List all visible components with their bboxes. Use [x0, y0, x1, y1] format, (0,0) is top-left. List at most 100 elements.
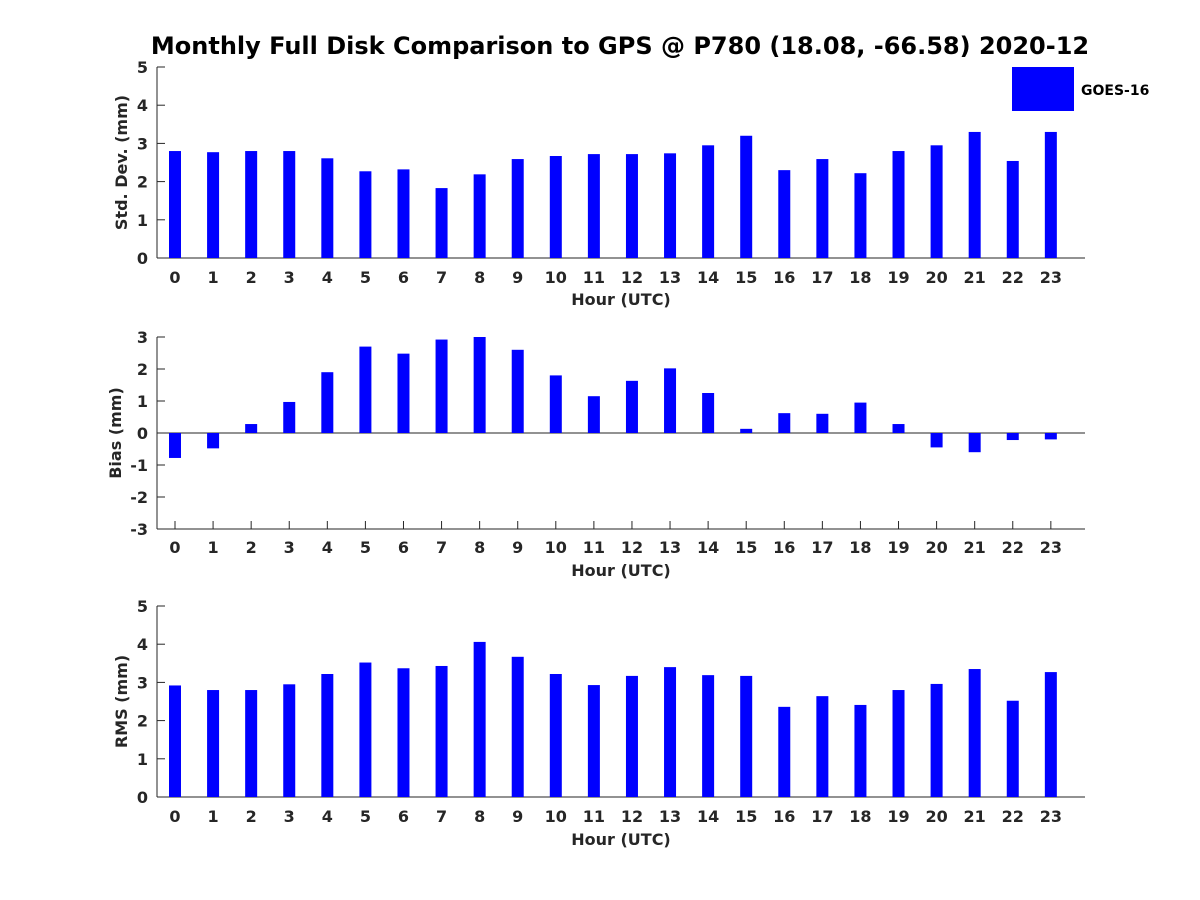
x-tick-label: 10: [545, 807, 567, 826]
bar-hour-11: [587, 154, 600, 258]
x-tick-label: 3: [284, 268, 295, 287]
x-tick-label: 14: [697, 268, 719, 287]
bar-hour-2: [245, 151, 258, 258]
x-tick-label: 20: [925, 268, 947, 287]
y-tick-label: 3: [137, 134, 148, 153]
x-tick-label: 8: [474, 807, 485, 826]
x-tick-label: 2: [246, 807, 257, 826]
x-tick-label: 1: [208, 807, 219, 826]
bar-hour-23: [1044, 131, 1057, 258]
y-tick-label: -2: [130, 488, 148, 507]
bar-hour-22: [1006, 700, 1019, 797]
y-tick-label: 4: [137, 96, 148, 115]
x-tick-label: 23: [1040, 538, 1062, 557]
x-tick-label: 17: [811, 538, 833, 557]
bar-hour-17: [816, 159, 829, 258]
y-tick-label: 5: [137, 597, 148, 616]
bar-hour-6: [397, 668, 410, 797]
bar-hour-21: [968, 131, 981, 258]
bar-hour-3: [283, 401, 296, 433]
y-axis-label: Std. Dev. (mm): [112, 95, 131, 230]
x-tick-label: 0: [169, 268, 180, 287]
x-tick-label: 12: [621, 807, 643, 826]
bar-hour-7: [435, 188, 448, 258]
y-tick-label: 5: [137, 58, 148, 77]
bar-hour-4: [321, 372, 334, 433]
bar-hour-5: [359, 346, 372, 433]
bar-hour-18: [854, 173, 867, 258]
x-tick-label: 1: [208, 538, 219, 557]
bar-hour-0: [169, 685, 181, 797]
x-tick-label: 4: [322, 268, 333, 287]
x-tick-label: 15: [735, 538, 757, 557]
legend-swatch-goes-16: [1012, 67, 1074, 111]
bar-hour-15: [740, 135, 753, 258]
y-tick-label: 2: [137, 712, 148, 731]
bar-hour-18: [854, 402, 867, 433]
x-tick-label: 20: [925, 538, 947, 557]
x-tick-label: 19: [887, 268, 909, 287]
x-tick-label: 20: [925, 807, 947, 826]
x-tick-label: 5: [360, 538, 371, 557]
y-axis-label: RMS (mm): [112, 655, 131, 748]
bar-hour-14: [702, 393, 715, 433]
x-tick-label: 3: [284, 538, 295, 557]
bar-hour-13: [664, 153, 677, 258]
bar-hour-17: [816, 696, 829, 797]
bar-hour-2: [245, 424, 258, 433]
y-tick-label: 1: [137, 750, 148, 769]
x-tick-label: 16: [773, 807, 795, 826]
bar-hour-1: [207, 152, 220, 258]
x-tick-label: 9: [512, 807, 523, 826]
bar-hour-19: [892, 424, 905, 433]
bar-hour-3: [283, 151, 296, 258]
bar-hour-23: [1044, 433, 1057, 440]
bar-hour-5: [359, 662, 372, 797]
bar-hour-21: [968, 669, 981, 797]
x-tick-label: 9: [512, 268, 523, 287]
legend-label-goes-16: GOES-16: [1081, 83, 1149, 99]
x-tick-label: 14: [697, 807, 719, 826]
x-tick-label: 0: [169, 807, 180, 826]
x-tick-label: 23: [1040, 807, 1062, 826]
bar-hour-11: [587, 396, 600, 433]
bar-hour-1: [207, 433, 220, 449]
x-tick-label: 7: [436, 268, 447, 287]
bar-hour-20: [930, 145, 943, 258]
bar-hour-10: [549, 673, 562, 797]
bar-hour-20: [930, 683, 943, 797]
bar-hour-20: [930, 433, 943, 448]
y-tick-label: 2: [137, 173, 148, 192]
x-tick-label: 23: [1040, 268, 1062, 287]
bar-hour-7: [435, 665, 448, 797]
bar-hour-14: [702, 675, 715, 797]
x-tick-label: 22: [1002, 807, 1024, 826]
x-tick-label: 15: [735, 807, 757, 826]
x-tick-label: 6: [398, 807, 409, 826]
x-tick-label: 5: [360, 268, 371, 287]
bar-hour-5: [359, 171, 372, 258]
y-tick-label: 3: [137, 328, 148, 347]
bar-hour-2: [245, 690, 258, 797]
x-tick-label: 1: [208, 268, 219, 287]
x-tick-label: 18: [849, 807, 871, 826]
bar-hour-10: [549, 375, 562, 433]
y-tick-label: -1: [130, 456, 148, 475]
x-tick-label: 16: [773, 538, 795, 557]
x-tick-label: 4: [322, 538, 333, 557]
x-tick-label: 16: [773, 268, 795, 287]
x-tick-label: 13: [659, 538, 681, 557]
x-tick-label: 8: [474, 268, 485, 287]
bar-hour-16: [778, 706, 791, 797]
x-tick-label: 14: [697, 538, 719, 557]
x-axis-label: Hour (UTC): [571, 290, 671, 309]
bar-hour-7: [435, 339, 448, 433]
x-tick-label: 11: [583, 807, 605, 826]
bar-hour-21: [968, 433, 981, 453]
x-tick-label: 11: [583, 268, 605, 287]
x-tick-label: 5: [360, 807, 371, 826]
x-axis-label: Hour (UTC): [571, 561, 671, 580]
x-tick-label: 18: [849, 538, 871, 557]
bar-hour-8: [473, 337, 486, 433]
